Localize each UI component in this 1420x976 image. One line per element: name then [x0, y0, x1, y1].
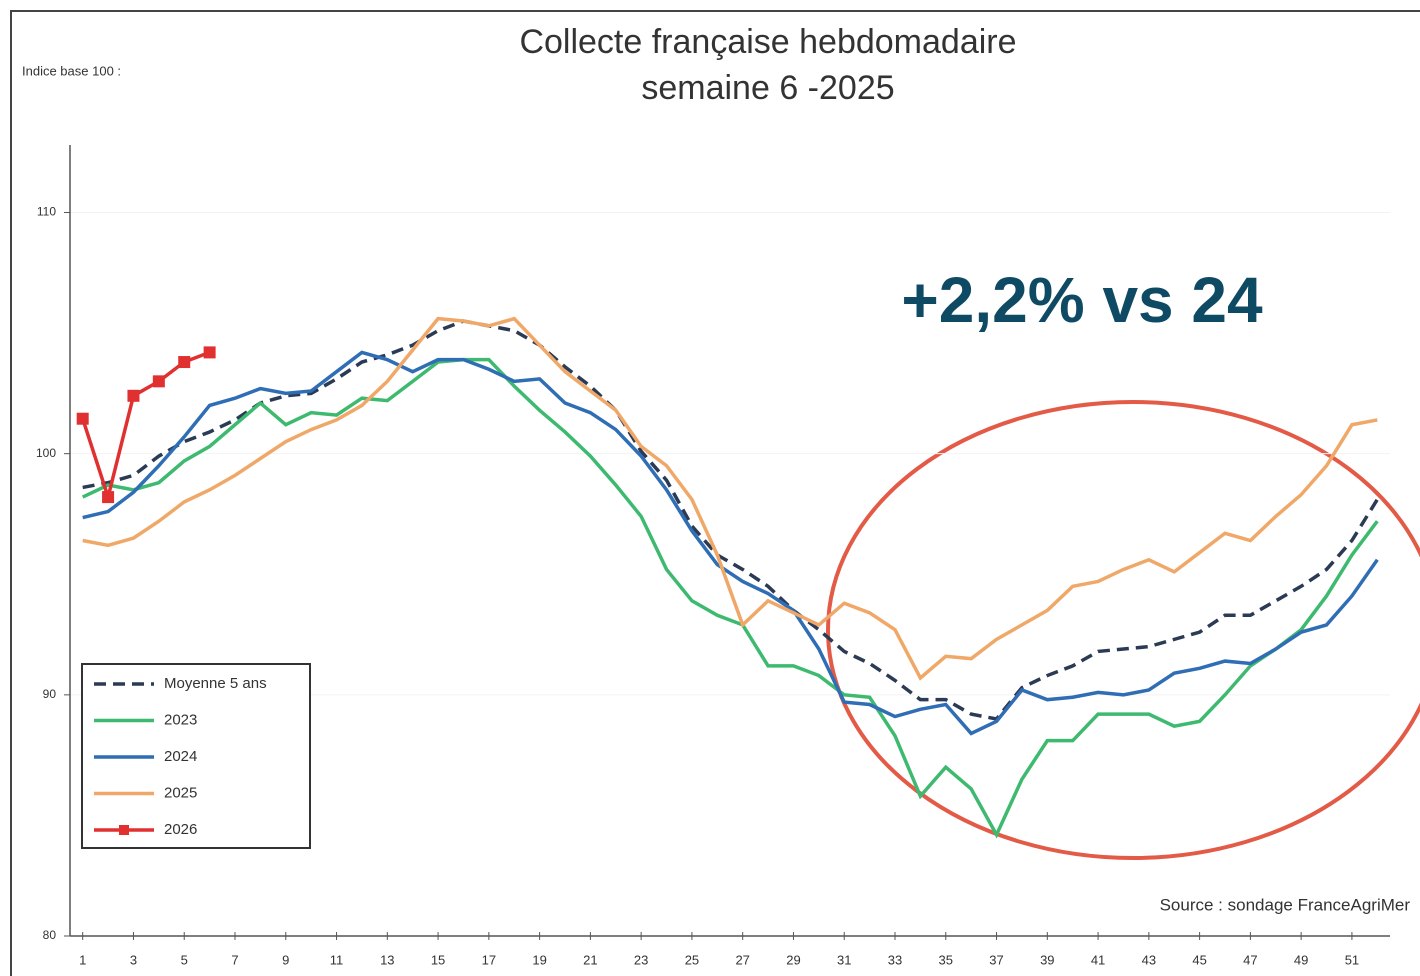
y-tick-label: 110 [37, 205, 56, 219]
chart-title: Collecte française hebdomadaire [519, 23, 1016, 61]
x-tick-label: 19 [532, 952, 546, 967]
x-tick-label: 35 [939, 952, 953, 967]
legend-marker [119, 825, 129, 835]
x-tick-label: 47 [1243, 952, 1257, 967]
x-tick-label: 41 [1091, 952, 1105, 967]
x-tick-label: 45 [1192, 952, 1206, 967]
legend-label: 2026 [164, 821, 197, 838]
legend-label: 2025 [164, 784, 197, 801]
x-tick-label: 33 [888, 952, 902, 967]
x-tick-label: 51 [1345, 952, 1359, 967]
legend-label: 2024 [164, 748, 197, 765]
x-tick-label: 17 [482, 952, 496, 967]
y-tick-label: 90 [43, 687, 57, 701]
series-line [82, 316, 1378, 681]
point-marker [178, 356, 191, 369]
point-marker [76, 412, 89, 425]
series-line [82, 350, 1379, 736]
legend-label: Moyenne 5 ans [164, 675, 267, 692]
chart-subtitle: semaine 6 -2025 [641, 69, 894, 107]
point-marker [127, 389, 140, 402]
x-tick-label: 23 [634, 952, 648, 967]
source: Source : sondage FranceAgriMer [1160, 895, 1411, 914]
x-tick-label: 25 [685, 952, 699, 967]
x-tick-label: 31 [837, 952, 851, 967]
frame [10, 10, 1420, 976]
x-tick-label: 13 [380, 952, 394, 967]
y-axis-label: Indice base 100 : [22, 63, 121, 78]
series-line [81, 357, 1379, 839]
point-marker [152, 375, 165, 388]
series-line [81, 350, 211, 504]
x-tick-label: 15 [431, 952, 445, 967]
series-line [82, 319, 1379, 721]
x-tick-label: 21 [583, 952, 597, 967]
point-marker [102, 491, 115, 504]
x-tick-label: 1 [79, 952, 86, 967]
highlight-ellipse [826, 400, 1420, 860]
x-tick-label: 49 [1294, 952, 1308, 967]
x-tick-label: 29 [786, 952, 800, 967]
point-marker [203, 346, 216, 359]
x-tick-label: 3 [130, 952, 137, 967]
x-tick-label: 37 [989, 952, 1003, 967]
legend-label: 2023 [164, 711, 197, 728]
y-tick-label: 100 [36, 446, 56, 460]
annotation: +2,2% vs 24 [901, 264, 1263, 336]
x-tick-label: 5 [181, 952, 188, 967]
x-tick-label: 39 [1040, 952, 1054, 967]
x-tick-label: 9 [282, 952, 289, 967]
x-tick-label: 27 [735, 952, 749, 967]
x-tick-label: 7 [231, 952, 238, 967]
x-tick-label: 11 [330, 952, 344, 967]
y-tick-label: 80 [43, 928, 57, 942]
x-tick-label: 43 [1142, 952, 1156, 967]
